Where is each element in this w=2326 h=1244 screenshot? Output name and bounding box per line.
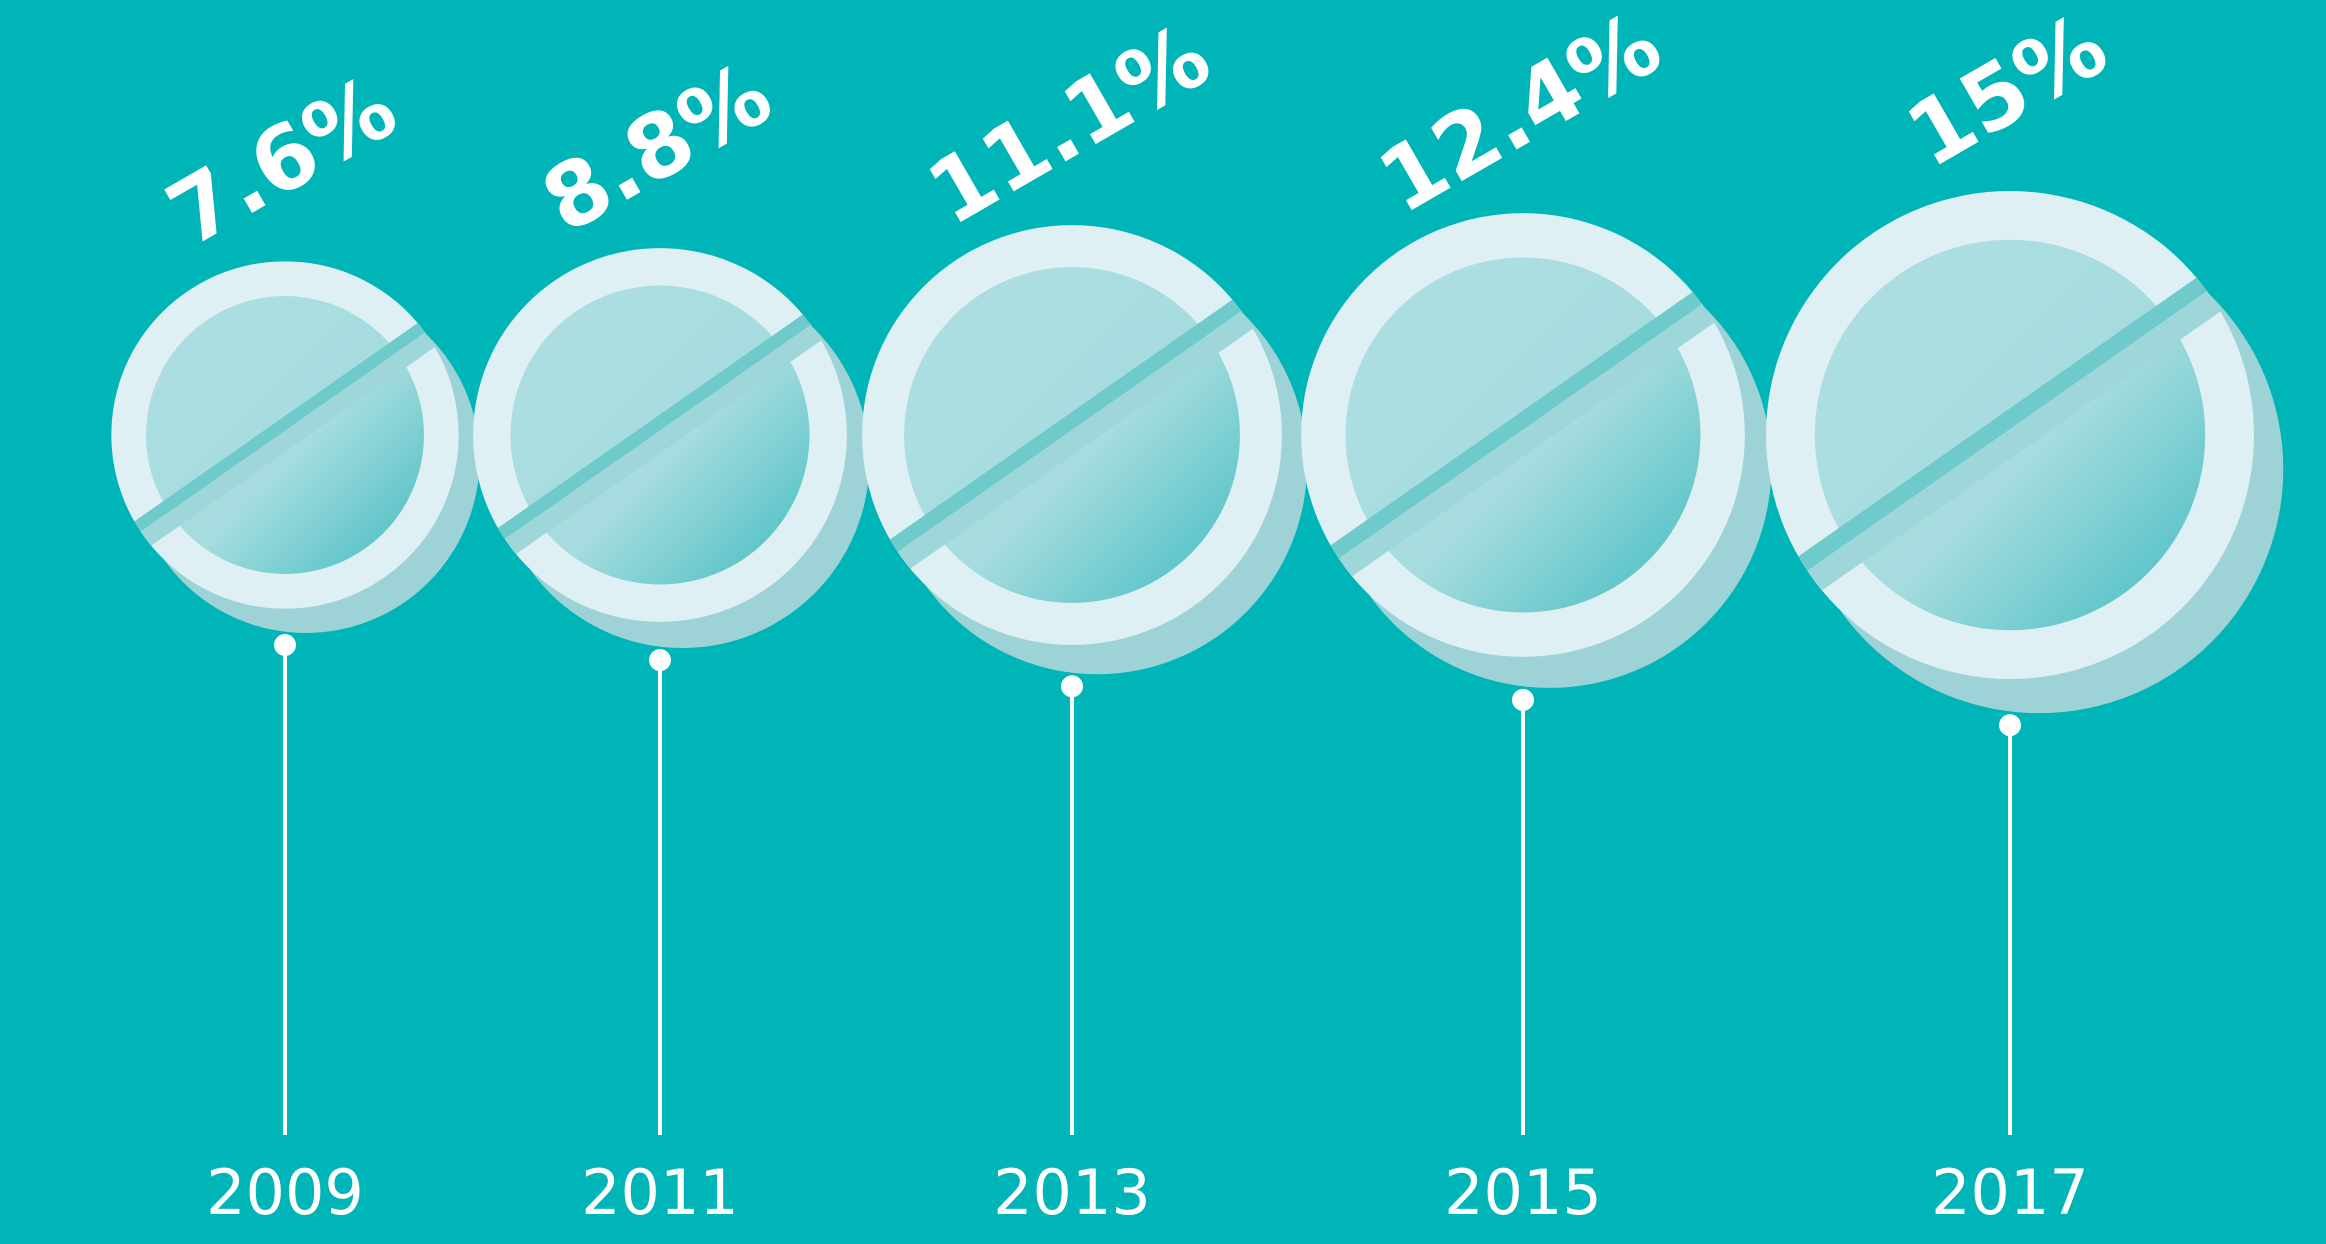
pill: [473, 248, 870, 649]
stem-dot: [649, 649, 671, 672]
x-tick-label: 2017: [1931, 1156, 2089, 1229]
pill-groove-light: [112, 312, 459, 566]
x-tick-label: 2011: [581, 1156, 739, 1229]
pill-groove: [473, 292, 842, 561]
pill-groove: [862, 275, 1276, 577]
pill: [1301, 213, 1772, 688]
pill-groove-light: [1302, 278, 1745, 603]
pill-groove: [1301, 265, 1739, 585]
pill: [1766, 191, 2284, 714]
x-tick-label: 2015: [1444, 1156, 1602, 1229]
pill: [111, 261, 480, 633]
stem-dot: [1512, 688, 1534, 711]
pill-groove-light: [1767, 263, 2254, 619]
x-tick-label: 2013: [993, 1156, 1151, 1229]
pill-groove: [1766, 249, 2248, 599]
stem-dot: [1999, 714, 2021, 737]
stem-dot: [1061, 675, 1083, 698]
pill: [862, 225, 1308, 675]
pill-groove-light: [863, 287, 1282, 594]
pill-groove-light: [474, 303, 847, 576]
stem-dot: [274, 633, 296, 656]
x-tick-label: 2009: [206, 1156, 364, 1229]
pill-groove: [111, 302, 454, 552]
